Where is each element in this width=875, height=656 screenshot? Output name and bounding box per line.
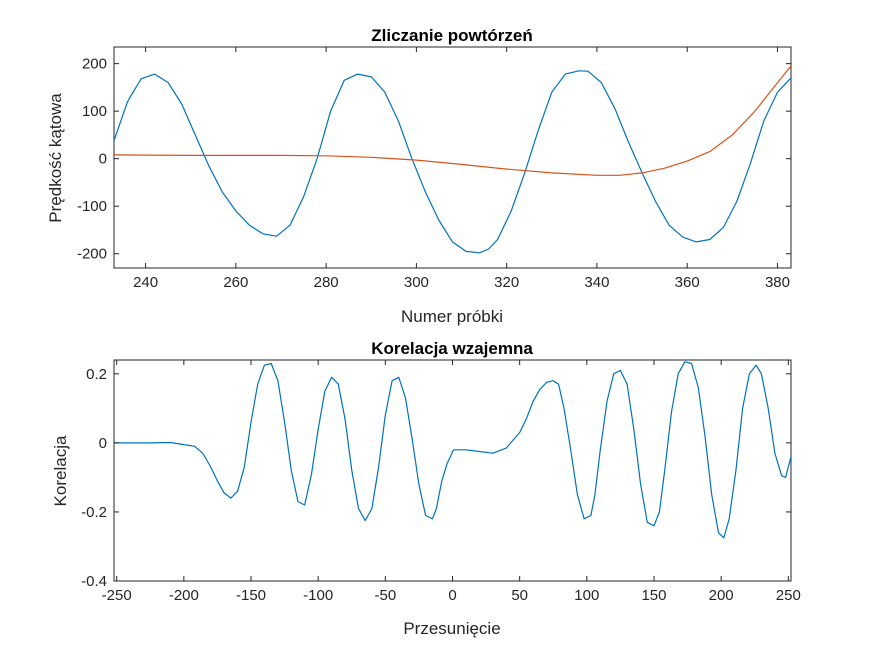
top-x-tick-label: 260 [223,274,248,291]
top-y-tick-label: -200 [77,246,107,263]
bottom-chart-title: Korelacja wzajemna [371,339,533,358]
bottom-series-0-line [114,361,791,539]
top-chart-title: Zliczanie powtórzeń [371,26,533,45]
bottom-axes: -250 -200 -150 -100 -50 0 50 100 150 200 250 -0.4-… [51,339,801,638]
top-x-tick-label: 360 [675,274,700,291]
top-x-tick-label: 340 [584,274,609,291]
top-y-axis-label: Prędkość kątowa [46,93,65,223]
bottom-y-tick-label: -0.2 [81,504,107,521]
bottom-axes-series [114,361,791,539]
top-axes-series [114,65,791,254]
top-y-tick-label: -100 [77,198,107,215]
bottom-x-axis-label: Przesunięcie [403,619,500,638]
top-series-0-line [114,70,791,254]
bottom-x-tick-label: -250 [102,587,132,604]
bottom-y-tick-label: 0.2 [86,366,107,383]
top-y-tick-label: 0 [99,151,107,168]
bottom-x-tick-label: 50 [511,587,528,604]
bottom-x-tick-label: -200 [169,587,199,604]
top-x-axis-label: Numer próbki [401,307,503,326]
bottom-x-tick-label: 100 [574,587,599,604]
bottom-y-axis-label: Korelacja [51,435,70,506]
bottom-x-tick-label: -50 [374,587,396,604]
bottom-x-tick-label: -150 [236,587,266,604]
bottom-x-tick-label: 150 [641,587,666,604]
top-axes-box [113,46,792,269]
top-series-1-line [114,65,791,176]
top-x-tick-label: 300 [404,274,429,291]
bottom-x-tick-label: 200 [709,587,734,604]
top-x-tick-label: 280 [314,274,339,291]
bottom-x-tick-label: -100 [303,587,333,604]
bottom-x-tick-label: 0 [448,587,456,604]
bottom-y-tick-label: -0.4 [81,573,107,590]
top-axes-y-ticks: -200 -100 0 100 200 [77,56,791,263]
bottom-axes-x-ticks: -250 -200 -150 -100 -50 0 50 100 150 200 250 [102,360,801,604]
bottom-x-tick-label: 250 [776,587,801,604]
top-x-tick-label: 380 [765,274,790,291]
bottom-y-tick-label: 0 [99,435,107,452]
top-axes: 240 260 280 300 320 340 360 380 -200 -100 0 100 200… [46,26,792,326]
top-axes-x-ticks: 240 260 280 300 320 340 360 380 [133,47,790,291]
top-y-tick-label: 200 [82,56,107,73]
top-x-tick-label: 320 [494,274,519,291]
bottom-axes-y-ticks: -0.4 -0.2 0 0.2 [81,366,791,590]
top-x-tick-label: 240 [133,274,158,291]
top-y-tick-label: 100 [82,103,107,120]
